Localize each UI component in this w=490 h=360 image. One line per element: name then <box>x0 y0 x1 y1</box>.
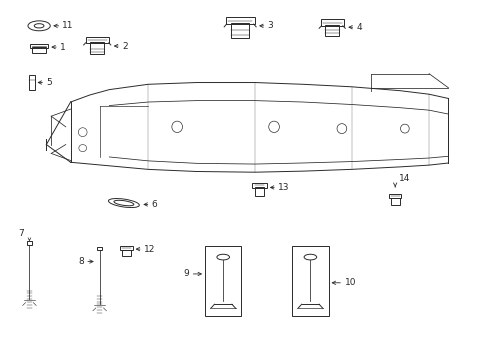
Text: 5: 5 <box>46 78 52 87</box>
Text: 10: 10 <box>344 278 356 287</box>
Text: 12: 12 <box>144 244 155 253</box>
Bar <box>27 241 32 245</box>
Text: 6: 6 <box>151 200 157 209</box>
Bar <box>325 25 340 36</box>
Bar <box>97 247 102 250</box>
Bar <box>32 47 47 53</box>
Text: 13: 13 <box>278 183 290 192</box>
Bar <box>255 187 265 196</box>
Bar <box>231 23 249 37</box>
Text: 1: 1 <box>60 42 66 51</box>
Bar <box>29 76 34 90</box>
Bar <box>91 42 104 54</box>
Bar <box>225 17 255 24</box>
Text: 3: 3 <box>267 21 273 30</box>
Bar <box>86 37 109 43</box>
Bar <box>122 250 131 256</box>
Bar <box>120 246 133 250</box>
Bar <box>391 198 399 206</box>
Bar <box>30 44 49 48</box>
Bar <box>389 194 401 198</box>
Text: 8: 8 <box>78 257 84 266</box>
Text: 11: 11 <box>62 21 74 30</box>
Text: 7: 7 <box>18 229 24 238</box>
Bar <box>205 247 242 316</box>
Text: 14: 14 <box>399 174 411 183</box>
Bar <box>320 19 344 26</box>
Text: 2: 2 <box>122 41 127 50</box>
Text: 4: 4 <box>356 23 362 32</box>
Bar <box>252 183 267 188</box>
Bar <box>292 247 329 316</box>
Text: 9: 9 <box>183 269 189 278</box>
